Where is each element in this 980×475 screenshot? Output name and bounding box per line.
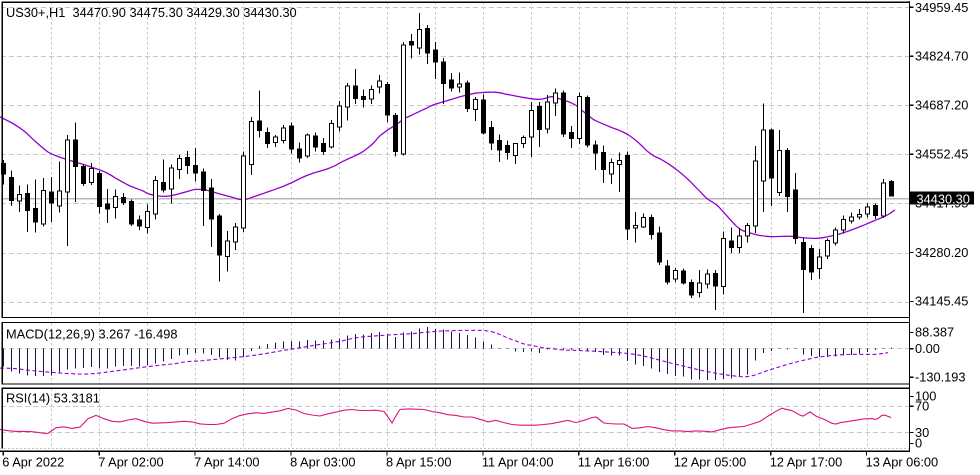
- svg-text:34959.45: 34959.45: [915, 0, 968, 15]
- svg-text:34145.45: 34145.45: [915, 294, 968, 309]
- svg-text:88.387: 88.387: [915, 325, 954, 340]
- svg-text:8 Apr 15:00: 8 Apr 15:00: [386, 455, 451, 470]
- svg-text:11 Apr 04:00: 11 Apr 04:00: [482, 455, 554, 470]
- svg-text:RSI(14) 53.3181: RSI(14) 53.3181: [6, 391, 100, 406]
- svg-text:US30+,H1 34470.90 34475.30 34: US30+,H1 34470.90 34475.30 34429.30 3443…: [6, 5, 297, 20]
- svg-text:34824.70: 34824.70: [915, 48, 968, 63]
- svg-text:12 Apr 05:00: 12 Apr 05:00: [674, 455, 747, 470]
- svg-text:MACD(12,26,9) 3.267 -16.498: MACD(12,26,9) 3.267 -16.498: [6, 326, 177, 341]
- svg-text:6 Apr 2022: 6 Apr 2022: [2, 455, 64, 470]
- svg-text:-130.193: -130.193: [915, 370, 966, 385]
- svg-text:70: 70: [915, 398, 929, 413]
- svg-text:13 Apr 06:00: 13 Apr 06:00: [866, 455, 939, 470]
- svg-text:30: 30: [915, 425, 929, 440]
- svg-text:34280.20: 34280.20: [915, 245, 968, 260]
- svg-text:7 Apr 02:00: 7 Apr 02:00: [98, 455, 163, 470]
- svg-text:0.00: 0.00: [915, 341, 940, 356]
- svg-text:34687.20: 34687.20: [915, 98, 968, 113]
- svg-text:0: 0: [915, 436, 922, 451]
- svg-text:11 Apr 16:00: 11 Apr 16:00: [578, 455, 650, 470]
- svg-text:34430.30: 34430.30: [917, 191, 970, 206]
- svg-text:34552.45: 34552.45: [915, 147, 968, 162]
- svg-text:7 Apr 14:00: 7 Apr 14:00: [194, 455, 259, 470]
- svg-text:8 Apr 03:00: 8 Apr 03:00: [290, 455, 355, 470]
- svg-text:100: 100: [915, 389, 936, 404]
- svg-text:12 Apr 17:00: 12 Apr 17:00: [770, 455, 843, 470]
